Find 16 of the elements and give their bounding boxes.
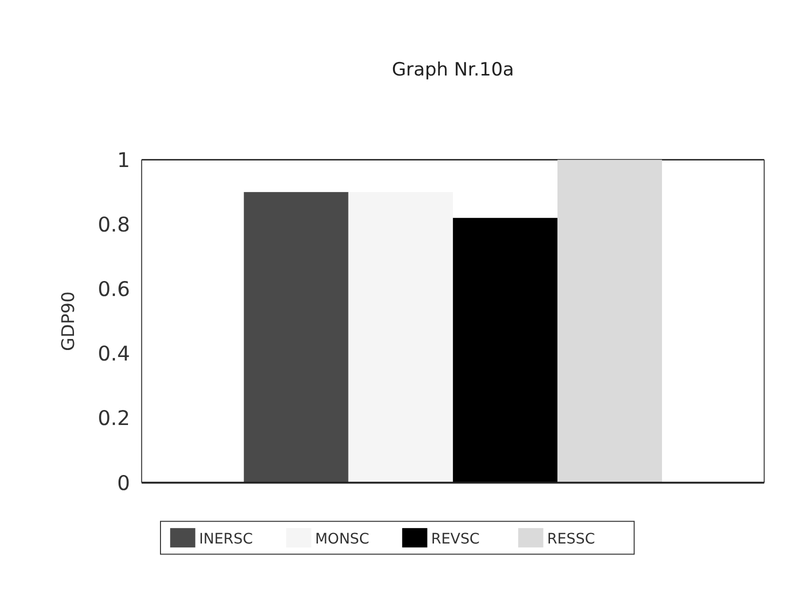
y-tick-label: 0.6 [98,277,130,302]
y-axis-title: GDP90 [58,291,79,351]
bar [557,160,662,483]
bar [244,192,348,483]
y-tick-label: 0.2 [98,406,130,430]
y-tick-label: 0 [117,470,130,495]
legend-label: MONSC [315,532,370,548]
legend-label: RESSC [547,532,595,548]
y-tick-label: 0.8 [98,212,130,236]
bar [348,192,453,483]
legend-label: INERSC [199,532,253,548]
y-tick-label: 1 [117,148,130,172]
chart-title: Graph Nr.10a [392,60,514,81]
legend-label: REVSC [431,532,480,548]
y-tick-label: 0.4 [98,342,130,366]
bar [452,218,558,483]
